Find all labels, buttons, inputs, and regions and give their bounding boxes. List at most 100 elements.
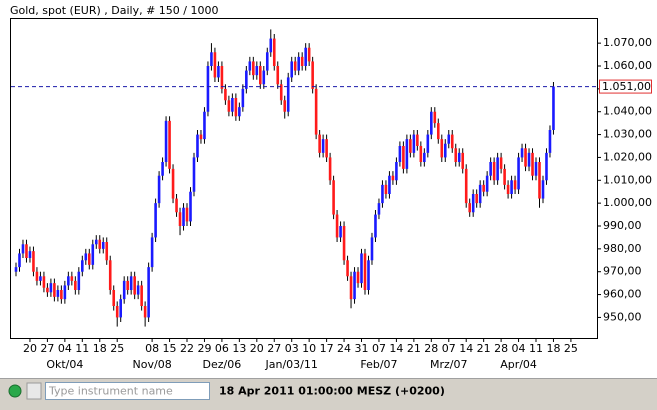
candle-body [430,111,433,135]
candle-body [161,162,164,176]
x-tick-label: 14 [389,342,403,355]
candle-body [122,280,126,300]
y-tick-label: 1.020,00 [603,150,652,163]
candle-body [119,299,122,318]
candle-body [25,244,28,258]
candle-body [32,251,35,272]
candle-body [419,146,423,162]
candle-body [388,175,391,194]
candle-body [342,226,346,261]
candle-body [105,242,109,261]
toolbar-button[interactable] [26,382,42,400]
candle-body [70,276,74,281]
candle-body [112,290,116,306]
x-month-label: Feb/07 [360,358,397,371]
x-tick-label: 28 [424,342,438,355]
candle-body [203,111,206,140]
y-tick-label: 1.010,00 [603,173,652,186]
candle-body [318,134,321,153]
candle-body [84,253,88,261]
candle-body [108,260,112,290]
candle-body [168,120,171,169]
candle-body [457,152,461,162]
candle-body [499,157,503,169]
candle-body [175,198,178,213]
x-tick-label: 21 [477,342,491,355]
candle-body [67,276,70,286]
candle-body [510,180,513,194]
candle-body [49,283,53,293]
candle-body [272,38,276,66]
candle-body [552,86,555,130]
candle-body [63,285,67,300]
candle-body [231,98,234,112]
x-tick-label: 27 [40,342,54,355]
x-tick-label: 31 [355,342,369,355]
candle-body [213,52,217,78]
candle-body [185,207,189,222]
candle-body [300,56,304,66]
candle-body [74,280,77,290]
candle-body [377,203,381,215]
candle-body [297,56,300,71]
x-tick-label: 27 [267,342,281,355]
connection-status-icon[interactable] [8,384,22,398]
candle-body [471,194,475,213]
candle-body [482,184,485,192]
candle-body [259,66,262,85]
x-month-label: Mrz/07 [430,358,468,371]
plot-frame [10,18,598,339]
candle-body [129,276,133,290]
candle-body [46,287,49,293]
candle-body [409,139,412,153]
candle-body [416,134,419,146]
y-tick-label: 1.030,00 [603,128,652,141]
candle-body [262,70,266,85]
candle-body [21,244,25,254]
candle-body [440,139,444,158]
candle-body [461,152,465,169]
candle-body [384,184,388,194]
candle-body [286,77,290,112]
candle-body [478,184,482,204]
instrument-search-input[interactable] [45,382,210,400]
x-tick-label: 20 [250,342,264,355]
x-tick-label: 25 [110,342,124,355]
candle-body [370,237,374,261]
candle-body [475,194,478,204]
candle-body [367,260,370,290]
y-tick-label: 970,00 [603,265,642,278]
candle-body [171,168,175,199]
x-tick-label: 20 [23,342,37,355]
candle-body [391,175,395,181]
candle-body [468,203,471,213]
x-tick-label: 10 [302,342,316,355]
candle-body [56,290,60,297]
candle-body [517,157,520,190]
candle-body [346,260,349,277]
y-tick-label: 950,00 [603,310,642,323]
candle-body [28,251,32,258]
candle-body [353,271,356,300]
candle-body [548,130,552,153]
y-tick-label: 960,00 [603,288,642,301]
candle-body [91,244,95,265]
candle-body [199,134,203,140]
candle-body [311,61,314,89]
candle-body [485,175,489,192]
x-month-label: Dez/06 [203,358,242,371]
candle-body [290,61,294,78]
candle-body [541,180,545,199]
candle-body [538,162,541,199]
candle-body [265,52,269,71]
candle-body [217,66,220,78]
chart-title: Gold, spot (EUR) , Daily, # 150 / 1000 [10,4,218,17]
candle-body [325,139,328,158]
candle-body [356,271,360,284]
y-tick-label: 1.070,00 [603,36,652,49]
x-tick-label: 11 [75,342,89,355]
x-tick-label: 24 [337,342,351,355]
x-tick-label: 18 [546,342,560,355]
x-tick-label: 25 [564,342,578,355]
candle-body [220,66,224,89]
